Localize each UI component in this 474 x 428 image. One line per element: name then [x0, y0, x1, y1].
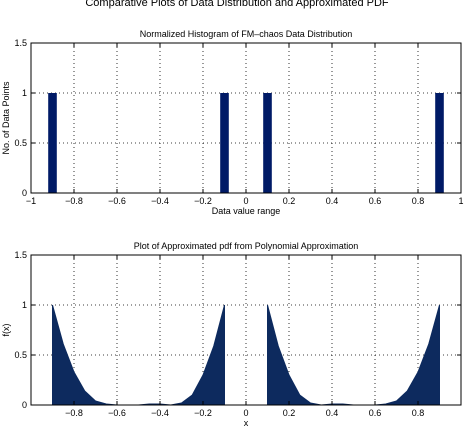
histogram-xtick-label: 0.4 — [326, 196, 339, 206]
pdf-xtick-label: 0.6 — [369, 408, 382, 418]
histogram-xtick-label: −0.6 — [108, 196, 126, 206]
histogram-bar — [220, 93, 229, 193]
pdf-xtick-label: −0.4 — [151, 408, 169, 418]
histogram-ytick-label: 0.5 — [14, 138, 27, 148]
histogram-ytick-label: 1 — [22, 88, 27, 98]
histogram-xtick-label: 0.2 — [283, 196, 296, 206]
pdf-ytick-label: 1.5 — [14, 250, 27, 260]
histogram-frame — [30, 42, 462, 194]
pdf-ytick-label: 1 — [22, 300, 27, 310]
pdf-ylabel: f(x) — [1, 324, 11, 337]
histogram-ytick-label: 0 — [22, 188, 27, 198]
histogram-xtick-label: 0.8 — [412, 196, 425, 206]
histogram-xtick-label: 0.6 — [369, 196, 382, 206]
pdf-frame — [30, 254, 462, 406]
histogram-axes: Normalized Histogram of FM–chaos Data Di… — [1, 29, 464, 216]
pdf-xtick-label: 0.8 — [412, 408, 425, 418]
pdf-xtick-label: −0.6 — [108, 408, 126, 418]
histogram-xtick-label: 1 — [458, 196, 463, 206]
pdf-xlabel: x — [244, 418, 249, 428]
pdf-area-lobe — [52, 304, 225, 406]
pdf-xtick-label: 0.4 — [326, 408, 339, 418]
pdf-ytick-label: 0.5 — [14, 350, 27, 360]
pdf-title: Plot of Approximated pdf from Polynomial… — [134, 241, 359, 251]
pdf-ytick-label: 0 — [22, 400, 27, 410]
histogram-xtick-label: −0.4 — [151, 196, 169, 206]
histogram-bar — [48, 93, 57, 193]
histogram-ylabel: No. of Data Points — [1, 81, 11, 155]
pdf-axes: Plot of Approximated pdf from Polynomial… — [1, 241, 462, 428]
histogram-xtick-label: −1 — [26, 196, 36, 206]
figure-suptitle: Comparative Plots of Data Distribution a… — [85, 0, 389, 9]
histogram-xlabel: Data value range — [212, 206, 281, 216]
histogram-title: Normalized Histogram of FM–chaos Data Di… — [140, 29, 353, 39]
pdf-xtick-label: −0.8 — [65, 408, 83, 418]
pdf-xtick-label: 0 — [243, 408, 248, 418]
histogram-bar — [435, 93, 444, 193]
pdf-xtick-label: −0.2 — [194, 408, 212, 418]
histogram-xtick-label: 0 — [243, 196, 248, 206]
histogram-xtick-label: −0.2 — [194, 196, 212, 206]
histogram-xtick-label: −0.8 — [65, 196, 83, 206]
histogram-ytick-label: 1.5 — [14, 38, 27, 48]
histogram-bar — [263, 93, 272, 193]
pdf-area-lobe — [267, 304, 440, 406]
pdf-xtick-label: 0.2 — [283, 408, 296, 418]
